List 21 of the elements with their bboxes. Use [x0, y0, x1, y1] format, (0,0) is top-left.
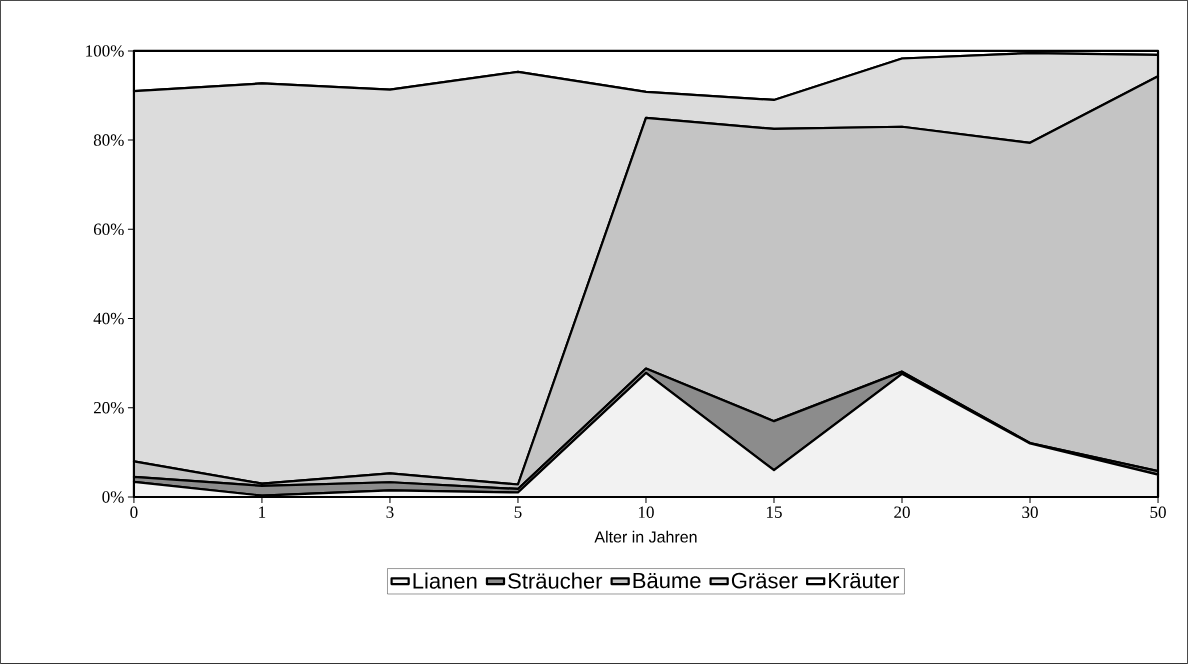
y-tick-label: 40% — [93, 312, 124, 325]
legend-label: Gräser — [731, 572, 798, 589]
x-tick-label: 20 — [894, 506, 910, 519]
legend-label: Lianen — [413, 572, 477, 589]
y-tick-label: 80% — [93, 134, 124, 146]
x-tick-label: 1 — [259, 506, 266, 518]
y-tick-label: 0% — [102, 491, 124, 503]
legend-label: Kräuter — [829, 573, 900, 589]
x-tick-label: 50 — [1150, 506, 1166, 519]
legend-label: Sträucher — [508, 572, 603, 589]
x-tick-label: 5 — [514, 506, 522, 518]
x-tick-label: 0 — [130, 506, 138, 519]
x-tick-label: 30 — [1022, 506, 1038, 519]
y-tick-label: 20% — [93, 402, 124, 414]
x-tick-label: 10 — [638, 506, 654, 519]
y-tick-label: 100% — [86, 45, 124, 57]
x-tick-label: 3 — [386, 506, 394, 518]
y-tick-label: 60% — [93, 223, 124, 236]
x-tick-label: 15 — [766, 506, 782, 518]
x-axis-title: Alter in Jahren — [594, 530, 697, 543]
legend-label: Bäume — [633, 573, 701, 589]
